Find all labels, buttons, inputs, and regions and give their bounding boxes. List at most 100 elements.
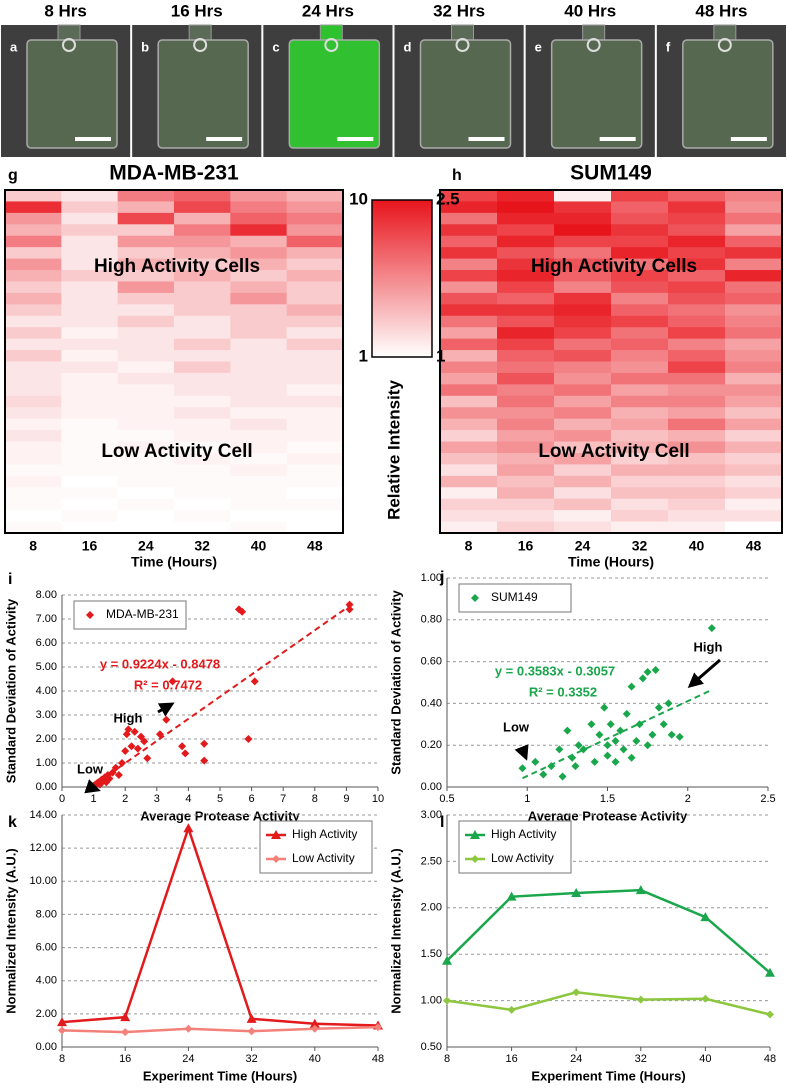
heatmap-cell — [554, 475, 612, 488]
cell — [324, 38, 339, 52]
heatmap-cell — [725, 235, 783, 248]
heatmap-cell — [668, 224, 726, 237]
heatmap-cell — [230, 327, 288, 340]
heatmap-cell — [5, 315, 62, 328]
heatmap-cell — [5, 475, 62, 488]
heatmap-cell — [286, 395, 344, 408]
heatmap-cell — [174, 418, 231, 431]
annotation: High Activity Cells — [531, 256, 697, 277]
colorbar-tick-label: 10 — [349, 189, 368, 208]
heatmap-cell — [440, 270, 498, 282]
diamond-marker — [250, 677, 259, 686]
heatmap-cell — [668, 258, 726, 271]
heatmap-cell — [725, 418, 783, 431]
heatmap-cell — [286, 452, 344, 465]
heatmap-cell — [174, 247, 231, 260]
annotation: Low — [503, 719, 530, 734]
panel-letter: k — [8, 814, 17, 831]
diamond-marker — [667, 730, 676, 739]
triangle-marker — [571, 887, 582, 897]
heatmap-cell — [286, 521, 344, 534]
colorbar — [371, 199, 433, 358]
heatmap-cell — [286, 315, 344, 328]
heatmap-cell — [554, 510, 612, 523]
heatmap-cell — [611, 350, 669, 362]
heatmap-cell — [286, 292, 344, 305]
cell — [717, 38, 732, 52]
heatmap-cell — [725, 281, 783, 294]
heatmap-cell — [174, 510, 231, 523]
diamond-marker — [611, 737, 620, 746]
heatmap-cell — [230, 487, 288, 500]
x-tick-label: 32 — [245, 1053, 257, 1065]
heatmap-cell — [611, 292, 669, 305]
chamber — [419, 39, 512, 149]
heatmap-cell — [61, 464, 119, 477]
panel-letter: e — [535, 39, 542, 54]
y-tick-label: 0.00 — [36, 781, 57, 793]
heatmap-cell — [554, 384, 612, 397]
heatmap-cell — [440, 201, 498, 214]
heatmap-cell — [230, 258, 288, 271]
legend-label: High Activity — [292, 827, 357, 841]
diamond-marker — [310, 1024, 319, 1033]
heatmap-cell — [5, 224, 62, 237]
diamond-marker — [443, 996, 451, 1005]
heatmap-cell — [668, 338, 726, 351]
heatmap-cell — [668, 361, 726, 374]
y-tick-label: 4.00 — [36, 685, 57, 697]
heatmap-cell — [611, 315, 669, 328]
heatmap-cell — [440, 498, 498, 511]
y-tick-label: 6.00 — [36, 941, 57, 953]
chamber — [550, 39, 643, 149]
heatmap-cell — [5, 292, 62, 305]
heatmap-cell — [497, 441, 555, 454]
colorbar-title: Relative Intensity — [384, 380, 403, 520]
arrow — [84, 779, 101, 794]
heatmap-cell — [725, 430, 783, 443]
heatmap-cell — [554, 441, 612, 454]
heatmap-cell — [61, 498, 119, 511]
heatmap-cell — [554, 498, 612, 511]
heatmap-cell — [61, 510, 119, 523]
heatmap-cell — [611, 498, 669, 511]
annotation: Low Activity Cell — [101, 441, 252, 462]
cell — [62, 38, 76, 52]
y-tick-label: 4.00 — [36, 975, 57, 987]
time-label: 40 Hrs — [564, 1, 616, 20]
heatmap-cell — [611, 384, 669, 397]
legend-marker — [86, 611, 94, 619]
heatmap-cell — [230, 384, 288, 397]
diamond-marker — [707, 624, 716, 633]
y-tick-label: 8.00 — [36, 589, 57, 601]
heatmap-cell — [668, 247, 726, 260]
heatmap-cell — [611, 418, 669, 431]
heatmap-cell — [61, 452, 119, 465]
heatmap-cell — [117, 395, 175, 408]
heatmap-cell — [497, 372, 555, 385]
heatmap-cell — [497, 464, 555, 477]
heatmap-cell — [725, 487, 783, 500]
y-tick-label: 1.00 — [421, 995, 442, 1007]
heatmap-cell — [117, 247, 175, 260]
heatmap-cell — [725, 292, 783, 305]
x-tick-label: 24 — [570, 1053, 582, 1065]
heatmap-cell — [117, 304, 175, 317]
heatmap-cell — [230, 224, 288, 237]
heatmap-cell — [497, 327, 555, 340]
heatmap-cell — [61, 190, 119, 202]
heatmap-cell — [286, 270, 344, 282]
heatmap-cell — [725, 258, 783, 271]
y-axis-title: Standard Deviation of Activity — [388, 590, 403, 775]
trendline — [93, 605, 351, 787]
heatmap-cell — [117, 224, 175, 237]
x-tick-label: 32 — [635, 1053, 647, 1065]
heatmap-cell — [611, 247, 669, 260]
y-tick-label: 5.00 — [36, 661, 57, 673]
heatmap-cell — [725, 361, 783, 374]
time-label: 48 Hrs — [695, 1, 747, 20]
heatmap-cell — [668, 452, 726, 465]
triangle-marker — [309, 1018, 320, 1028]
heatmap-cell — [174, 395, 231, 408]
heatmap-cell — [286, 304, 344, 317]
